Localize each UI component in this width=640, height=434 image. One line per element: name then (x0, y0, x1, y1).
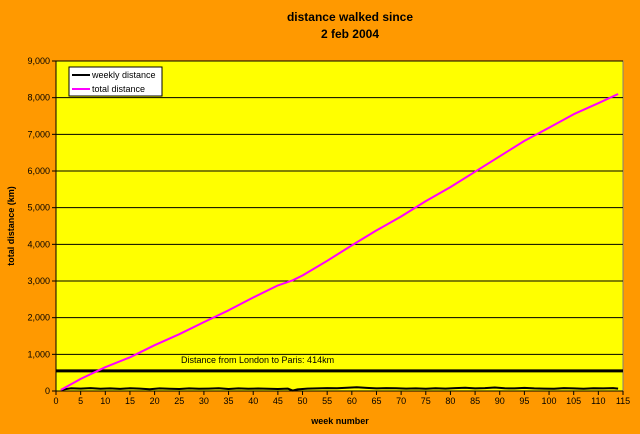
x-tick-label-110: 110 (591, 396, 605, 406)
x-tick-label-95: 95 (519, 396, 529, 406)
x-tick-label-0: 0 (53, 396, 58, 406)
legend-label-total-distance: total distance (92, 84, 145, 94)
x-tick-label-10: 10 (100, 396, 110, 406)
y-tick-label-0: 0 (45, 386, 50, 396)
x-tick-label-35: 35 (224, 396, 234, 406)
series-line-total-distance (60, 93, 619, 391)
x-tick-label-25: 25 (174, 396, 184, 406)
x-tick-label-115: 115 (616, 396, 630, 406)
x-tick-label-20: 20 (150, 396, 160, 406)
x-tick-label-105: 105 (566, 396, 581, 406)
reference-line-label: Distance from London to Paris: 414km (181, 355, 334, 365)
x-tick-label-60: 60 (347, 396, 357, 406)
y-axis-title: total distance (km) (6, 186, 16, 266)
legend-box (68, 66, 163, 97)
x-tick-label-75: 75 (421, 396, 431, 406)
x-tick-label-85: 85 (470, 396, 480, 406)
y-tick-label-1000: 1,000 (27, 349, 50, 359)
x-tick-label-45: 45 (273, 396, 283, 406)
y-tick-label-3000: 3,000 (27, 276, 50, 286)
x-tick-label-65: 65 (371, 396, 381, 406)
plot-area (55, 60, 624, 392)
x-tick-label-55: 55 (322, 396, 332, 406)
legend-label-weekly-distance: weekly distance (91, 70, 156, 80)
x-tick-label-40: 40 (248, 396, 258, 406)
x-tick-label-5: 5 (78, 396, 83, 406)
gridlines (56, 60, 623, 355)
y-tick-label-8000: 8,000 (27, 93, 50, 103)
x-tick-label-15: 15 (125, 396, 135, 406)
x-axis-title: week number (310, 416, 369, 426)
x-tick-label-70: 70 (396, 396, 406, 406)
legend: weekly distance total distance (68, 66, 163, 97)
y-tick-label-5000: 5,000 (27, 203, 50, 213)
chart-title-line-1: distance walked since (287, 10, 413, 24)
y-tick-label-7000: 7,000 (27, 129, 50, 139)
series-group (60, 93, 619, 392)
y-tick-label-6000: 6,000 (27, 166, 50, 176)
x-tick-label-50: 50 (298, 396, 308, 406)
series-line-weekly-distance (60, 386, 619, 392)
y-tick-label-2000: 2,000 (27, 313, 50, 323)
y-tick-label-9000: 9,000 (27, 56, 50, 66)
y-tick-label-4000: 4,000 (27, 239, 50, 249)
chart-title-line-2: 2 feb 2004 (321, 27, 379, 41)
x-tick-label-90: 90 (495, 396, 505, 406)
x-ticks: 0 5 10 15 20 25 30 35 40 45 50 55 60 65 70 75 80 85 90 95 10… (53, 391, 630, 406)
y-ticks: 0 1,000 2,000 3,000 4,000 5,000 6,000 7,000 8,00… (27, 56, 56, 396)
x-tick-label-80: 80 (445, 396, 455, 406)
x-tick-label-100: 100 (542, 396, 557, 406)
x-tick-label-30: 30 (199, 396, 209, 406)
